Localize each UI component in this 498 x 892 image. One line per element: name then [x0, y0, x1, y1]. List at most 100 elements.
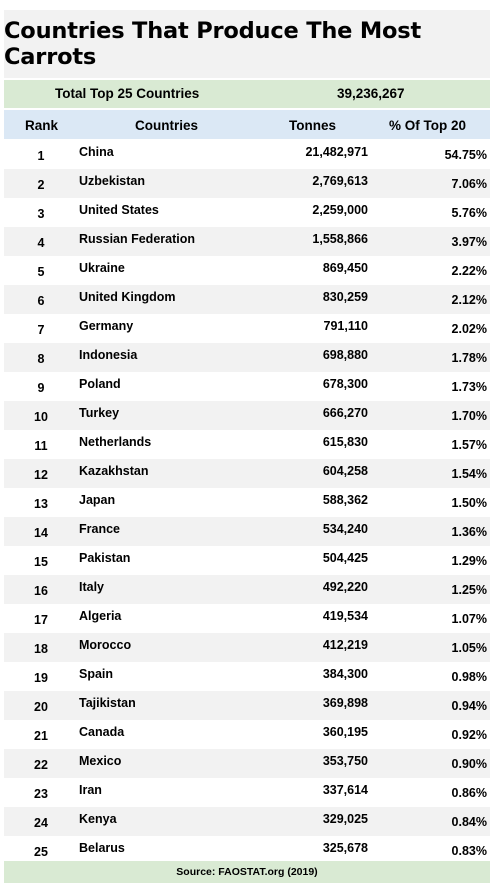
tonnes-cell: 504,425 [322, 551, 368, 565]
table-row: 7 Germany 791,110 2.02% [4, 314, 490, 343]
tonnes-cell: 1,558,866 [312, 232, 368, 246]
country-cell: United Kingdom [79, 290, 176, 304]
table-row: 14 France 534,240 1.36% [4, 517, 490, 546]
country-cell: Russian Federation [79, 232, 195, 246]
table-row: 4 Russian Federation 1,558,866 3.97% [4, 227, 490, 256]
percent-cell: 3.97% [451, 235, 487, 249]
percent-cell: 0.86% [451, 786, 487, 800]
country-cell: China [79, 145, 114, 159]
table-row: 11 Netherlands 615,830 1.57% [4, 430, 490, 459]
rank-cell: 24 [34, 816, 48, 830]
tonnes-cell: 830,259 [322, 290, 368, 304]
tonnes-cell: 353,750 [322, 754, 368, 768]
rank-cell: 7 [37, 323, 45, 337]
percent-cell: 5.76% [451, 206, 487, 220]
tonnes-cell: 412,219 [322, 638, 368, 652]
percent-cell: 0.92% [451, 728, 487, 742]
country-cell: Algeria [79, 609, 122, 623]
country-cell: United States [79, 203, 159, 217]
table-row: 20 Tajikistan 369,898 0.94% [4, 691, 490, 720]
country-cell: Belarus [79, 841, 125, 855]
country-cell: Poland [79, 377, 121, 391]
table-row: 10 Turkey 666,270 1.70% [4, 401, 490, 430]
tonnes-cell: 325,678 [322, 841, 368, 855]
country-cell: Turkey [79, 406, 120, 420]
column-header-row: Rank Countries Tonnes % Of Top 20 [4, 110, 490, 139]
country-cell: Indonesia [79, 348, 138, 362]
country-cell: Kazakhstan [79, 464, 149, 478]
percent-cell: 2.22% [451, 264, 487, 278]
country-cell: Germany [79, 319, 134, 333]
table-row: 15 Pakistan 504,425 1.29% [4, 546, 490, 575]
rank-cell: 9 [37, 381, 45, 395]
table-row: 25 Belarus 325,678 0.83% [4, 836, 490, 865]
rank-cell: 4 [37, 236, 45, 250]
tonnes-cell: 329,025 [322, 812, 368, 826]
header-pct: % Of Top 20 [389, 118, 467, 133]
table-row: 19 Spain 384,300 0.98% [4, 662, 490, 691]
table-row: 18 Morocco 412,219 1.05% [4, 633, 490, 662]
table-body: 1 China 21,482,971 54.75% 2 Uzbekistan 2,769,6… [4, 140, 490, 865]
total-row: Total Top 25 Countries 39,236,267 [4, 80, 490, 108]
percent-cell: 2.12% [451, 293, 487, 307]
country-cell: Italy [79, 580, 105, 594]
tonnes-cell: 384,300 [322, 667, 368, 681]
table-row: 13 Japan 588,362 1.50% [4, 488, 490, 517]
table-row: 3 United States 2,259,000 5.76% [4, 198, 490, 227]
rank-cell: 2 [37, 178, 45, 192]
rank-cell: 16 [34, 584, 48, 598]
rank-cell: 19 [34, 671, 48, 685]
percent-cell: 1.25% [451, 583, 487, 597]
tonnes-cell: 534,240 [322, 522, 368, 536]
table-row: 16 Italy 492,220 1.25% [4, 575, 490, 604]
percent-cell: 0.83% [451, 844, 487, 858]
country-cell: Morocco [79, 638, 132, 652]
country-cell: Japan [79, 493, 116, 507]
percent-cell: 1.29% [451, 554, 487, 568]
tonnes-cell: 791,110 [323, 319, 369, 333]
percent-cell: 1.73% [451, 380, 487, 394]
table-row: 24 Kenya 329,025 0.84% [4, 807, 490, 836]
tonnes-cell: 492,220 [322, 580, 368, 594]
tonnes-cell: 2,259,000 [312, 203, 368, 217]
country-cell: Iran [79, 783, 102, 797]
tonnes-cell: 678,300 [322, 377, 368, 391]
tonnes-cell: 360,195 [322, 725, 368, 739]
rank-cell: 6 [37, 294, 45, 308]
rank-cell: 8 [37, 352, 45, 366]
rank-cell: 17 [34, 613, 48, 627]
table-row: 23 Iran 337,614 0.86% [4, 778, 490, 807]
percent-cell: 1.07% [451, 612, 487, 626]
tonnes-cell: 869,450 [322, 261, 368, 275]
rank-cell: 12 [34, 468, 48, 482]
table-row: 5 Ukraine 869,450 2.22% [4, 256, 490, 285]
country-cell: Pakistan [79, 551, 131, 565]
country-cell: France [79, 522, 120, 536]
table-row: 2 Uzbekistan 2,769,613 7.06% [4, 169, 490, 198]
percent-cell: 1.70% [451, 409, 487, 423]
tonnes-cell: 588,362 [322, 493, 368, 507]
country-cell: Mexico [79, 754, 122, 768]
percent-cell: 1.57% [451, 438, 487, 452]
table-row: 21 Canada 360,195 0.92% [4, 720, 490, 749]
tonnes-cell: 698,880 [322, 348, 368, 362]
rank-cell: 3 [37, 207, 45, 221]
table-row: 1 China 21,482,971 54.75% [4, 140, 490, 169]
table-row: 6 United Kingdom 830,259 2.12% [4, 285, 490, 314]
tonnes-cell: 604,258 [322, 464, 368, 478]
country-cell: Tajikistan [79, 696, 136, 710]
rank-cell: 21 [34, 729, 48, 743]
rank-cell: 18 [34, 642, 48, 656]
tonnes-cell: 21,482,971 [305, 145, 368, 159]
tonnes-cell: 337,614 [322, 783, 368, 797]
percent-cell: 0.90% [451, 757, 487, 771]
rank-cell: 13 [34, 497, 48, 511]
tonnes-cell: 369,898 [322, 696, 368, 710]
rank-cell: 23 [34, 787, 48, 801]
table-row: 12 Kazakhstan 604,258 1.54% [4, 459, 490, 488]
percent-cell: 1.54% [451, 467, 487, 481]
percent-cell: 54.75% [444, 148, 487, 162]
source-note: Source: FAOSTAT.org (2019) [4, 861, 490, 883]
percent-cell: 0.94% [451, 699, 487, 713]
rank-cell: 15 [34, 555, 48, 569]
